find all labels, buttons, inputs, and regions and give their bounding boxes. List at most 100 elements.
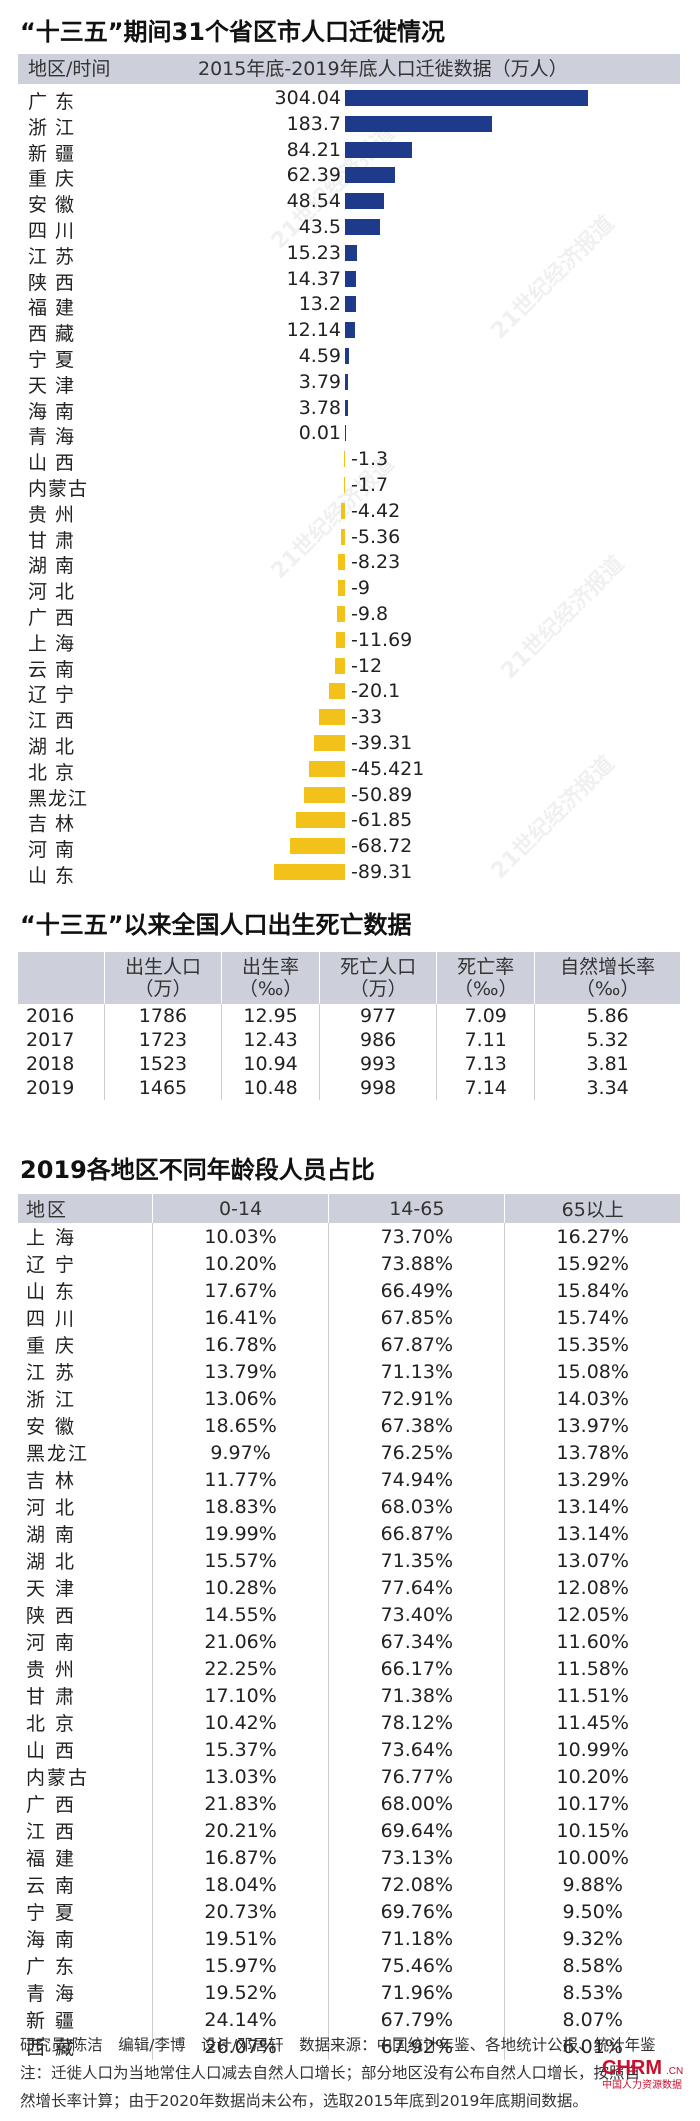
age-region-cell: 青 海 — [26, 1983, 77, 2005]
age-value-cell: 10.00% — [504, 1844, 680, 1871]
age-value-cell: 76.77% — [328, 1763, 505, 1790]
age-header-row: 地区 0-14 14-65 65以上 — [18, 1194, 680, 1223]
migration-value-label: 48.54 — [286, 190, 341, 213]
age-value-cell: 18.65% — [151, 1412, 329, 1439]
age-value-cell: 13.14% — [504, 1520, 680, 1547]
age-region-cell: 海 南 — [26, 1929, 77, 1951]
births-row: 2019 1465 10.48 998 7.14 3.34 — [18, 1076, 680, 1100]
births-cell: 986 — [319, 1028, 437, 1052]
age-table: 地区 0-14 14-65 65以上 上 海 10.03% 73.70% 16.27%… — [18, 1194, 680, 2060]
births-header-cell: 死亡人口 （万） — [319, 952, 437, 1004]
age-value-cell: 66.87% — [328, 1520, 505, 1547]
migration-bar — [343, 477, 345, 493]
age-value-cell: 19.52% — [151, 1979, 329, 2006]
age-value-cell: 14.03% — [504, 1385, 680, 1412]
births-cell: 12.95 — [221, 1004, 320, 1028]
migration-bar — [335, 657, 345, 674]
births-cell: 7.14 — [436, 1076, 535, 1100]
age-value-cell: 10.28% — [151, 1574, 329, 1601]
migration-value-label: -89.31 — [351, 861, 413, 883]
age-value-cell: 67.92% — [328, 2033, 505, 2060]
migration-value-label: -9 — [351, 577, 370, 600]
age-value-cell: 15.97% — [151, 1952, 329, 1979]
migration-bar — [295, 812, 345, 829]
age-value-cell: 10.20% — [504, 1763, 680, 1790]
age-value-cell: 17.67% — [151, 1277, 329, 1304]
births-header-cell: 出生率 （‰） — [221, 952, 320, 1004]
chrm-logo: CHRM .CN 中国人力资源数据 — [600, 2054, 692, 2094]
age-region-cell: 贵 州 — [26, 1659, 77, 1681]
births-cell: 1465 — [103, 1076, 222, 1100]
age-value-cell: 67.87% — [328, 1331, 505, 1358]
migration-bar — [273, 864, 345, 880]
age-value-cell: 19.99% — [151, 1520, 329, 1547]
region-label: 宁 夏 — [28, 349, 76, 371]
age-row: 湖 北 15.57% 71.35% 13.07% — [18, 1547, 680, 1574]
col-region-header: 地区/时间 — [28, 58, 111, 80]
age-value-cell: 9.88% — [504, 1871, 680, 1898]
migration-bar — [345, 270, 357, 287]
age-region-cell: 广 西 — [26, 1794, 77, 1816]
age-value-cell: 68.03% — [328, 1493, 505, 1520]
migration-bar — [345, 244, 358, 261]
migration-value-label: -50.89 — [351, 783, 413, 806]
age-value-cell: 9.97% — [151, 1439, 329, 1466]
age-region-cell: 黑龙江 — [26, 1443, 90, 1465]
age-value-cell: 9.50% — [504, 1898, 680, 1925]
age-value-cell: 72.08% — [328, 1871, 505, 1898]
svg-text:中国人力资源数据: 中国人力资源数据 — [602, 2078, 682, 2091]
age-value-cell: 18.04% — [151, 1871, 329, 1898]
age-row: 广 东 15.97% 75.46% 8.58% — [18, 1952, 680, 1979]
age-value-cell: 15.37% — [151, 1736, 329, 1763]
migration-bar — [345, 322, 355, 339]
age-value-cell: 13.06% — [151, 1385, 329, 1412]
age-value-cell: 8.58% — [504, 1952, 680, 1979]
region-label: 山 西 — [28, 452, 76, 475]
col-data-header: 2015年底-2019年底人口迁徙数据（万人） — [198, 58, 568, 80]
migration-bar — [341, 502, 345, 519]
age-value-cell: 10.15% — [504, 1817, 680, 1844]
region-label: 贵 州 — [28, 503, 76, 526]
migration-bar — [335, 631, 345, 648]
age-value-cell: 18.83% — [151, 1493, 329, 1520]
footer-note-2: 然增长率计算；由于2020年数据尚未公布，选取2015年底到2019年底期间数据… — [20, 2092, 588, 2110]
migration-bar — [345, 296, 356, 313]
migration-value-label: 15.23 — [286, 241, 341, 264]
age-row: 天 津 10.28% 77.64% 12.08% — [18, 1574, 680, 1601]
age-region-cell: 云 南 — [26, 1875, 77, 1897]
age-row: 江 西 20.21% 69.64% 10.15% — [18, 1817, 680, 1844]
migration-title: “十三五”期间31个省区市人口迁徙情况 — [20, 18, 445, 46]
age-value-cell: 16.78% — [151, 1331, 329, 1358]
migration-chart: 广 东 304.04 浙 江 183.7 新 疆 84.21 重 庆 62.39 安 徽 48.5… — [18, 85, 680, 887]
migration-value-label: -61.85 — [351, 809, 413, 832]
age-region-cell: 新 疆 — [26, 2010, 77, 2032]
age-value-cell: 16.27% — [504, 1223, 680, 1250]
age-header-cell: 14-65 — [328, 1194, 505, 1223]
births-cell: 2016 — [26, 1005, 75, 1027]
age-region-cell: 湖 北 — [26, 1551, 77, 1573]
migration-bar — [290, 838, 345, 855]
footer-credits: 研究员/陈洁 编辑/李博 设计/邓居轩 数据来源：中国统计年鉴、各地统计公报、统… — [20, 2036, 656, 2054]
migration-value-label: -8.23 — [351, 551, 401, 574]
migration-value-label: -5.36 — [351, 525, 401, 548]
age-value-cell: 13.78% — [504, 1439, 680, 1466]
age-value-cell: 15.84% — [504, 1277, 680, 1304]
age-value-cell: 13.07% — [504, 1547, 680, 1574]
migration-value-label: -33 — [351, 706, 383, 729]
age-row: 海 南 19.51% 71.18% 9.32% — [18, 1925, 680, 1952]
age-value-cell: 13.29% — [504, 1466, 680, 1493]
age-value-cell: 76.25% — [328, 1439, 505, 1466]
age-value-cell: 20.73% — [151, 1898, 329, 1925]
age-value-cell: 24.14% — [151, 2006, 329, 2033]
migration-bar — [337, 580, 345, 597]
region-label: 广 西 — [28, 607, 76, 629]
svg-text:.CN: .CN — [666, 2066, 683, 2077]
age-value-cell: 66.49% — [328, 1277, 505, 1304]
age-value-cell: 12.05% — [504, 1601, 680, 1628]
migration-value-label: -11.69 — [351, 628, 413, 651]
age-value-cell: 71.38% — [328, 1682, 505, 1709]
births-cell: 12.43 — [221, 1028, 320, 1052]
age-value-cell: 10.20% — [151, 1250, 329, 1277]
age-value-cell: 21.83% — [151, 1790, 329, 1817]
age-header-cell: 65以上 — [504, 1194, 680, 1223]
